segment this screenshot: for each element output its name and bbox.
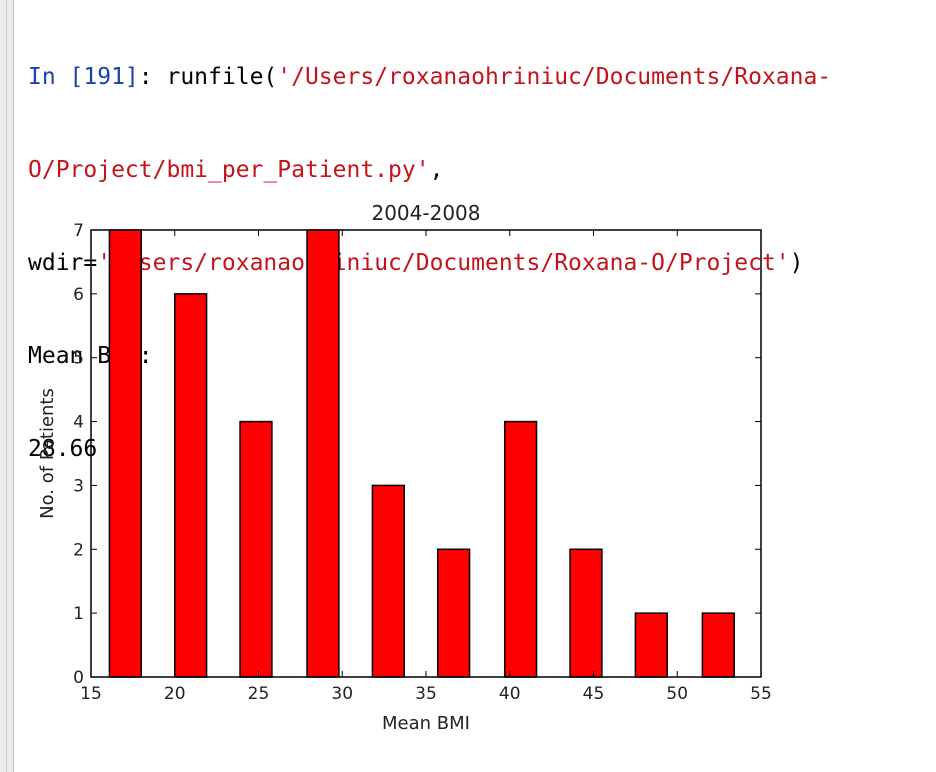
y-axis-label: No. of Patients [37, 388, 58, 519]
histogram-bar-5 [371, 484, 405, 678]
file-path-part1: '/Users/roxanaohriniuc/Documents/Roxana- [277, 64, 832, 90]
histogram-bar-3 [239, 420, 273, 678]
x-tick-label: 15 [80, 684, 102, 704]
console-input-line-2: O/Project/bmi_per_Patient.py', [28, 155, 928, 186]
file-path-part2: O/Project/bmi_per_Patient.py' [28, 157, 430, 183]
x-tick-label: 55 [750, 684, 772, 704]
prompt-separator: : [138, 64, 167, 90]
output-value: 28.66 [28, 436, 98, 462]
x-axis-label: Mean BMI [382, 713, 470, 734]
ipython-console[interactable]: In [191]: runfile('/Users/roxanaohriniuc… [28, 0, 928, 496]
histogram-bar-4 [306, 229, 340, 678]
close-paren: ) [789, 250, 804, 276]
histogram-bar-8 [569, 548, 603, 678]
y-tick-label: 4 [73, 413, 84, 433]
x-tick-label: 40 [499, 684, 521, 704]
histogram-bar-9 [634, 612, 668, 678]
arg-comma: , [429, 157, 444, 183]
y-tick-label: 3 [73, 476, 84, 496]
histogram-bar-2 [174, 293, 208, 678]
histogram-bar-1 [108, 229, 143, 678]
console-input-line-1: In [191]: runfile('/Users/roxanaohriniuc… [28, 62, 928, 93]
x-tick-label: 50 [666, 684, 688, 704]
console-gutter [0, 0, 14, 772]
y-tick-label: 1 [73, 604, 84, 624]
bars-layer [108, 229, 735, 678]
console-input-line-3: wdir='/Users/roxanaohriniuc/Documents/Ro… [28, 248, 928, 279]
x-tick-label: 35 [415, 684, 437, 704]
y-tick-label: 6 [73, 285, 84, 305]
x-tick-label: 30 [331, 684, 353, 704]
y-tick-label: 7 [73, 221, 84, 241]
x-tick-label: 45 [583, 684, 605, 704]
histogram-bar-10 [701, 612, 735, 678]
wdir-keyword: wdir= [28, 250, 98, 276]
y-tick-label: 0 [73, 668, 84, 688]
x-tick-label: 25 [248, 684, 270, 704]
histogram-bar-6 [436, 548, 471, 678]
y-tick-label: 5 [73, 349, 84, 369]
histogram-bar-7 [503, 420, 538, 678]
y-tick-label: 2 [73, 540, 84, 560]
wdir-path: '/Users/roxanaohriniuc/Documents/Roxana-… [97, 250, 790, 276]
input-prompt: In [191] [28, 64, 139, 90]
runfile-call: runfile( [166, 64, 278, 90]
chart-title: 2004-2008 [371, 201, 480, 225]
x-tick-label: 20 [164, 684, 186, 704]
